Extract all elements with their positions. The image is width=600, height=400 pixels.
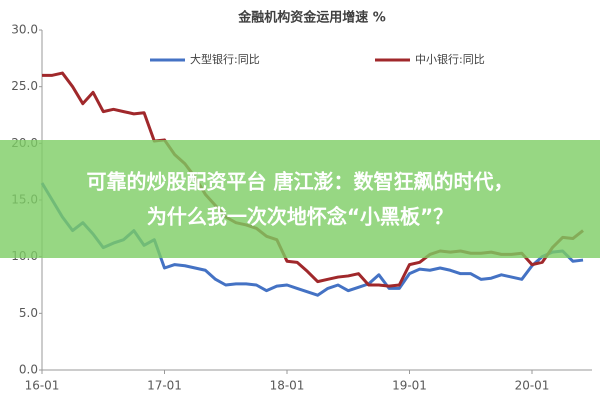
x-tick-label: 18-01 bbox=[270, 379, 305, 393]
x-tick-label: 19-01 bbox=[392, 379, 427, 393]
y-tick-label: 30.0 bbox=[11, 23, 38, 37]
x-tick-label: 16-01 bbox=[25, 379, 60, 393]
y-tick-label: 0.0 bbox=[19, 363, 38, 377]
legend-label: 中小银行:同比 bbox=[415, 52, 485, 66]
y-tick-label: 5.0 bbox=[19, 306, 38, 320]
chart-title: 金融机构资金运用增速 % bbox=[237, 10, 386, 26]
x-tick-label: 20-01 bbox=[515, 379, 550, 393]
y-tick-label: 25.0 bbox=[11, 79, 38, 93]
overlay-text: 为什么我一次次地怀念“小黑板”？ bbox=[147, 205, 453, 229]
legend-label: 大型银行:同比 bbox=[190, 52, 260, 66]
x-tick-label: 17-01 bbox=[147, 379, 182, 393]
overlay-text: 可靠的炒股配资平台 唐江澎：数智狂飙的时代， bbox=[87, 170, 514, 194]
overlay-banner bbox=[0, 140, 600, 258]
